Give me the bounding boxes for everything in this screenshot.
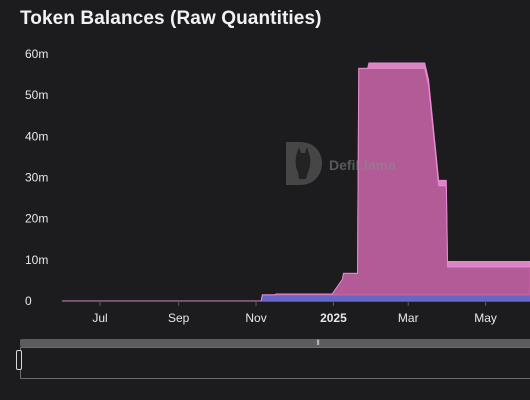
series-area-1 — [62, 294, 530, 302]
x-tick-label: Sep — [168, 311, 190, 325]
x-tick-label: 2025 — [320, 311, 347, 325]
y-axis: 0 10m 20m 30m 40m 50m 60m — [25, 47, 48, 308]
zoom-slider[interactable]: ⦀ — [16, 339, 530, 380]
y-tick-label: 60m — [25, 47, 48, 61]
y-tick-label: 0 — [25, 294, 32, 308]
zoom-slider-window[interactable] — [20, 347, 530, 379]
y-tick-label: 10m — [25, 253, 48, 267]
defillama-logo-icon — [286, 142, 322, 185]
zoom-slider-track[interactable]: ⦀ — [20, 339, 530, 347]
y-tick-label: 20m — [25, 212, 48, 226]
zoom-slider-left-handle[interactable] — [16, 350, 22, 370]
y-tick-label: 50m — [25, 88, 48, 102]
x-tick-label: Nov — [245, 311, 266, 325]
x-tick-label: Mar — [398, 311, 419, 325]
x-tick-label: May — [474, 311, 497, 325]
defillama-watermark: DefiLlama — [286, 142, 396, 185]
x-tick-label: Jul — [92, 311, 107, 325]
x-axis: Jul Sep Nov 2025 Mar May — [92, 301, 497, 325]
y-tick-label: 40m — [25, 129, 48, 143]
zoom-slider-grip-icon[interactable]: ⦀ — [316, 339, 320, 347]
y-tick-label: 30m — [25, 171, 48, 185]
watermark-text: DefiLlama — [329, 157, 396, 173]
series-area-3 — [62, 62, 530, 302]
token-balances-chart: DefiLlama 0 10m 20m 30m 40m 50m 60m Jul Sep Nov 2… — [25, 47, 530, 325]
chart-title: Token Balances (Raw Quantities) — [20, 8, 322, 29]
